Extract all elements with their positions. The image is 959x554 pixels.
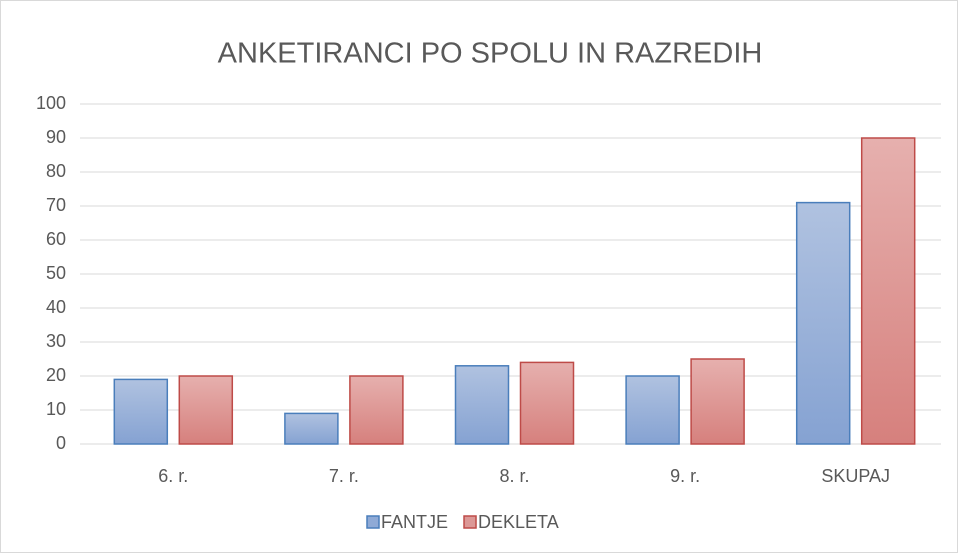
y-tick-label: 20 xyxy=(46,365,66,385)
y-tick-label: 40 xyxy=(46,297,66,317)
y-tick-label: 0 xyxy=(56,433,66,453)
bar xyxy=(795,201,851,445)
y-tick-label: 60 xyxy=(46,229,66,249)
bar xyxy=(519,361,575,445)
legend-label: FANTJE xyxy=(381,512,448,532)
bar xyxy=(113,378,169,445)
y-tick-label: 10 xyxy=(46,399,66,419)
y-tick-label: 90 xyxy=(46,127,66,147)
x-tick-label: 7. r. xyxy=(329,466,359,486)
y-tick-label: 50 xyxy=(46,263,66,283)
x-tick-label: 9. r. xyxy=(670,466,700,486)
bar xyxy=(349,375,404,445)
y-tick-label: 80 xyxy=(46,161,66,181)
x-tick-label: 6. r. xyxy=(158,466,188,486)
bar xyxy=(178,375,234,445)
bar xyxy=(284,412,339,445)
bar xyxy=(625,375,680,445)
legend-label: DEKLETA xyxy=(478,512,559,532)
y-tick-label: 100 xyxy=(36,93,66,113)
bar xyxy=(454,365,510,445)
legend-swatch xyxy=(463,515,477,529)
x-tick-label: SKUPAJ xyxy=(821,466,890,486)
y-tick-label: 30 xyxy=(46,331,66,351)
bar xyxy=(860,137,916,445)
bar xyxy=(690,358,745,445)
chart-title: ANKETIRANCI PO SPOLU IN RAZREDIH xyxy=(218,38,763,70)
x-tick-label: 8. r. xyxy=(499,466,529,486)
legend-swatch xyxy=(366,515,380,529)
y-tick-label: 70 xyxy=(46,195,66,215)
